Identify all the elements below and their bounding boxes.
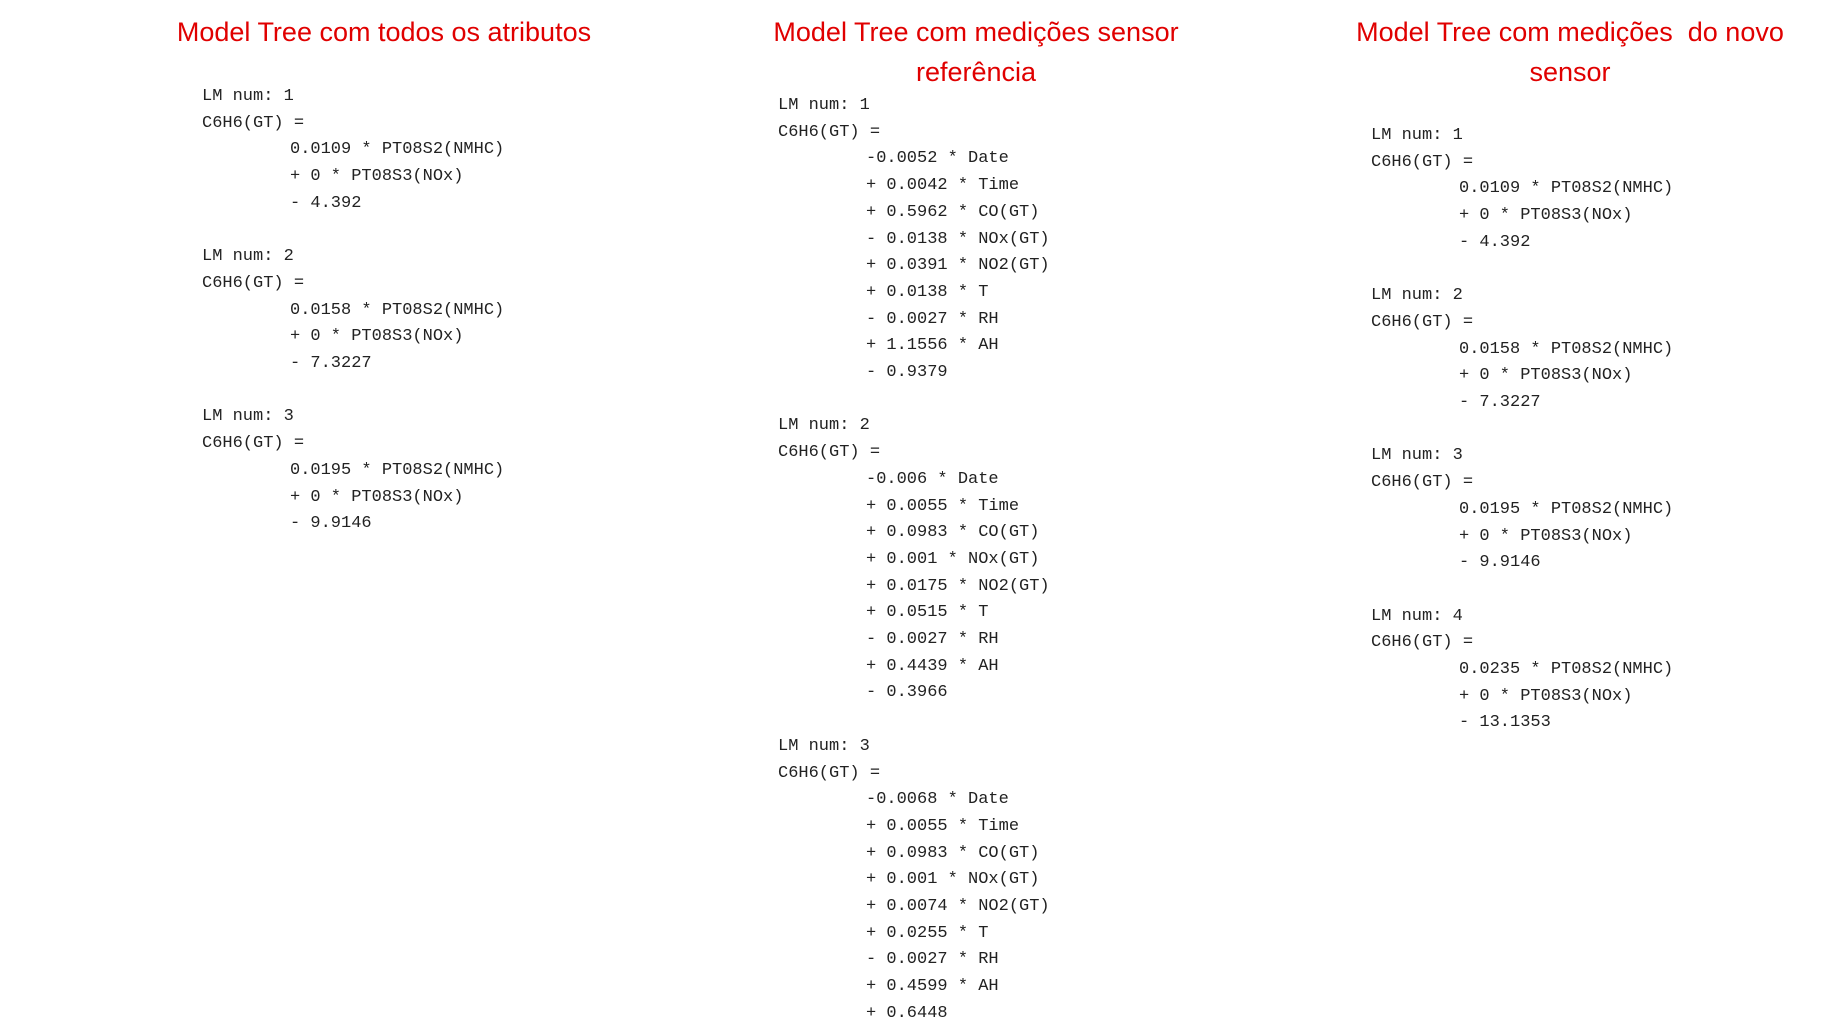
model-term: - 9.9146 bbox=[1459, 553, 1541, 573]
model-term: 0.0109 * PT08S2(NMHC) bbox=[290, 140, 505, 160]
model-term: 0.0158 * PT08S2(NMHC) bbox=[1459, 339, 1674, 359]
model-header: LM num: 2 bbox=[1371, 286, 1463, 306]
model-term: + 0.0515 * T bbox=[866, 603, 989, 623]
model-term: 0.0235 * PT08S2(NMHC) bbox=[1459, 660, 1674, 679]
model-header: LM num: 1 bbox=[202, 87, 294, 106]
model-term: - 13.1353 bbox=[1459, 713, 1551, 733]
model-term: 0.0109 * PT08S2(NMHC) bbox=[1459, 179, 1674, 199]
model-equation: C6H6(GT) = bbox=[778, 443, 881, 463]
model-term: + 0 * PT08S3(NOx) bbox=[290, 167, 464, 187]
model-term: + 0.4599 * AH bbox=[866, 977, 999, 997]
model-term: + 0.0255 * T bbox=[866, 923, 989, 943]
model-equation: C6H6(GT) = bbox=[202, 273, 305, 293]
column-title: sensor bbox=[1529, 57, 1611, 87]
model-term: - 7.3227 bbox=[290, 354, 372, 373]
model-header: LM num: 3 bbox=[1371, 446, 1463, 466]
model-term: 0.0195 * PT08S2(NMHC) bbox=[290, 460, 505, 480]
column-title: Model Tree com medições sensor bbox=[773, 17, 1179, 47]
model-term: + 1.1556 * AH bbox=[866, 336, 999, 356]
model-term: + 0.0175 * NO2(GT) bbox=[866, 576, 1050, 596]
column-title: referência bbox=[915, 57, 1037, 87]
model-term: + 0.0074 * NO2(GT) bbox=[866, 897, 1050, 916]
model-equation: C6H6(GT) = bbox=[202, 113, 305, 133]
model-equation: C6H6(GT) = bbox=[778, 763, 881, 783]
model-term: + 0.0055 * Time bbox=[866, 816, 1020, 836]
model-term: - 4.392 bbox=[290, 193, 362, 213]
model-term: -0.006 * Date bbox=[866, 469, 999, 489]
model-term: + 0.0042 * Time bbox=[866, 176, 1020, 196]
model-term: 0.0195 * PT08S2(NMHC) bbox=[1459, 499, 1674, 519]
model-term: - 0.0027 * RH bbox=[866, 309, 999, 329]
model-term: 0.0158 * PT08S2(NMHC) bbox=[290, 300, 505, 320]
model-term: - 0.0138 * NOx(GT) bbox=[866, 229, 1050, 249]
model-equation: C6H6(GT) = bbox=[1371, 633, 1474, 653]
model-header: LM num: 1 bbox=[778, 96, 870, 115]
model-term: -0.0052 * Date bbox=[866, 149, 1009, 169]
model-term: + 0.001 * NOx(GT) bbox=[866, 549, 1040, 569]
model-header: LM num: 2 bbox=[202, 247, 294, 267]
model-header: LM num: 3 bbox=[778, 736, 870, 756]
model-term: - 9.9146 bbox=[290, 514, 372, 534]
model-header: LM num: 3 bbox=[202, 407, 294, 427]
model-term: + 0.0055 * Time bbox=[866, 496, 1020, 516]
model-term: - 0.3966 bbox=[866, 683, 948, 703]
model-term: + 0 * PT08S3(NOx) bbox=[1459, 686, 1633, 706]
model-equation: C6H6(GT) = bbox=[202, 434, 305, 454]
model-equation: C6H6(GT) = bbox=[778, 122, 881, 142]
model-term: - 7.3227 bbox=[1459, 393, 1541, 412]
model-term: + 0.0391 * NO2(GT) bbox=[866, 256, 1050, 276]
model-term: -0.0068 * Date bbox=[866, 790, 1009, 810]
model-term: - 4.392 bbox=[1459, 232, 1531, 252]
model-term: - 0.0027 * RH bbox=[866, 950, 999, 970]
column-title: Model Tree com medições do novo bbox=[1356, 17, 1784, 47]
model-equation: C6H6(GT) = bbox=[1371, 152, 1474, 172]
model-header: LM num: 4 bbox=[1371, 606, 1463, 626]
model-equation: C6H6(GT) = bbox=[1371, 473, 1474, 493]
model-term: + 0 * PT08S3(NOx) bbox=[1459, 526, 1633, 546]
model-term: + 0.5962 * CO(GT) bbox=[866, 202, 1040, 222]
model-term: + 0 * PT08S3(NOx) bbox=[1459, 366, 1633, 386]
model-term: + 0 * PT08S3(NOx) bbox=[290, 487, 464, 507]
model-term: + 0.4439 * AH bbox=[866, 656, 999, 676]
model-term: + 0.0983 * CO(GT) bbox=[866, 523, 1040, 543]
model-header: LM num: 2 bbox=[778, 416, 870, 436]
model-term: + 0 * PT08S3(NOx) bbox=[290, 327, 464, 347]
column-title: Model Tree com todos os atributos bbox=[176, 17, 592, 47]
model-equation: C6H6(GT) = bbox=[1371, 312, 1474, 332]
model-term: + 0.0138 * T bbox=[866, 282, 989, 302]
model-term: + 0.0983 * CO(GT) bbox=[866, 843, 1040, 863]
model-term: - 0.0027 * RH bbox=[866, 630, 999, 649]
model-term: + 0 * PT08S3(NOx) bbox=[1459, 206, 1633, 226]
model-term: - 0.9379 bbox=[866, 363, 948, 382]
model-term: + 0.6448 bbox=[866, 1003, 948, 1023]
model-term: + 0.001 * NOx(GT) bbox=[866, 870, 1040, 890]
model-header: LM num: 1 bbox=[1371, 126, 1463, 145]
